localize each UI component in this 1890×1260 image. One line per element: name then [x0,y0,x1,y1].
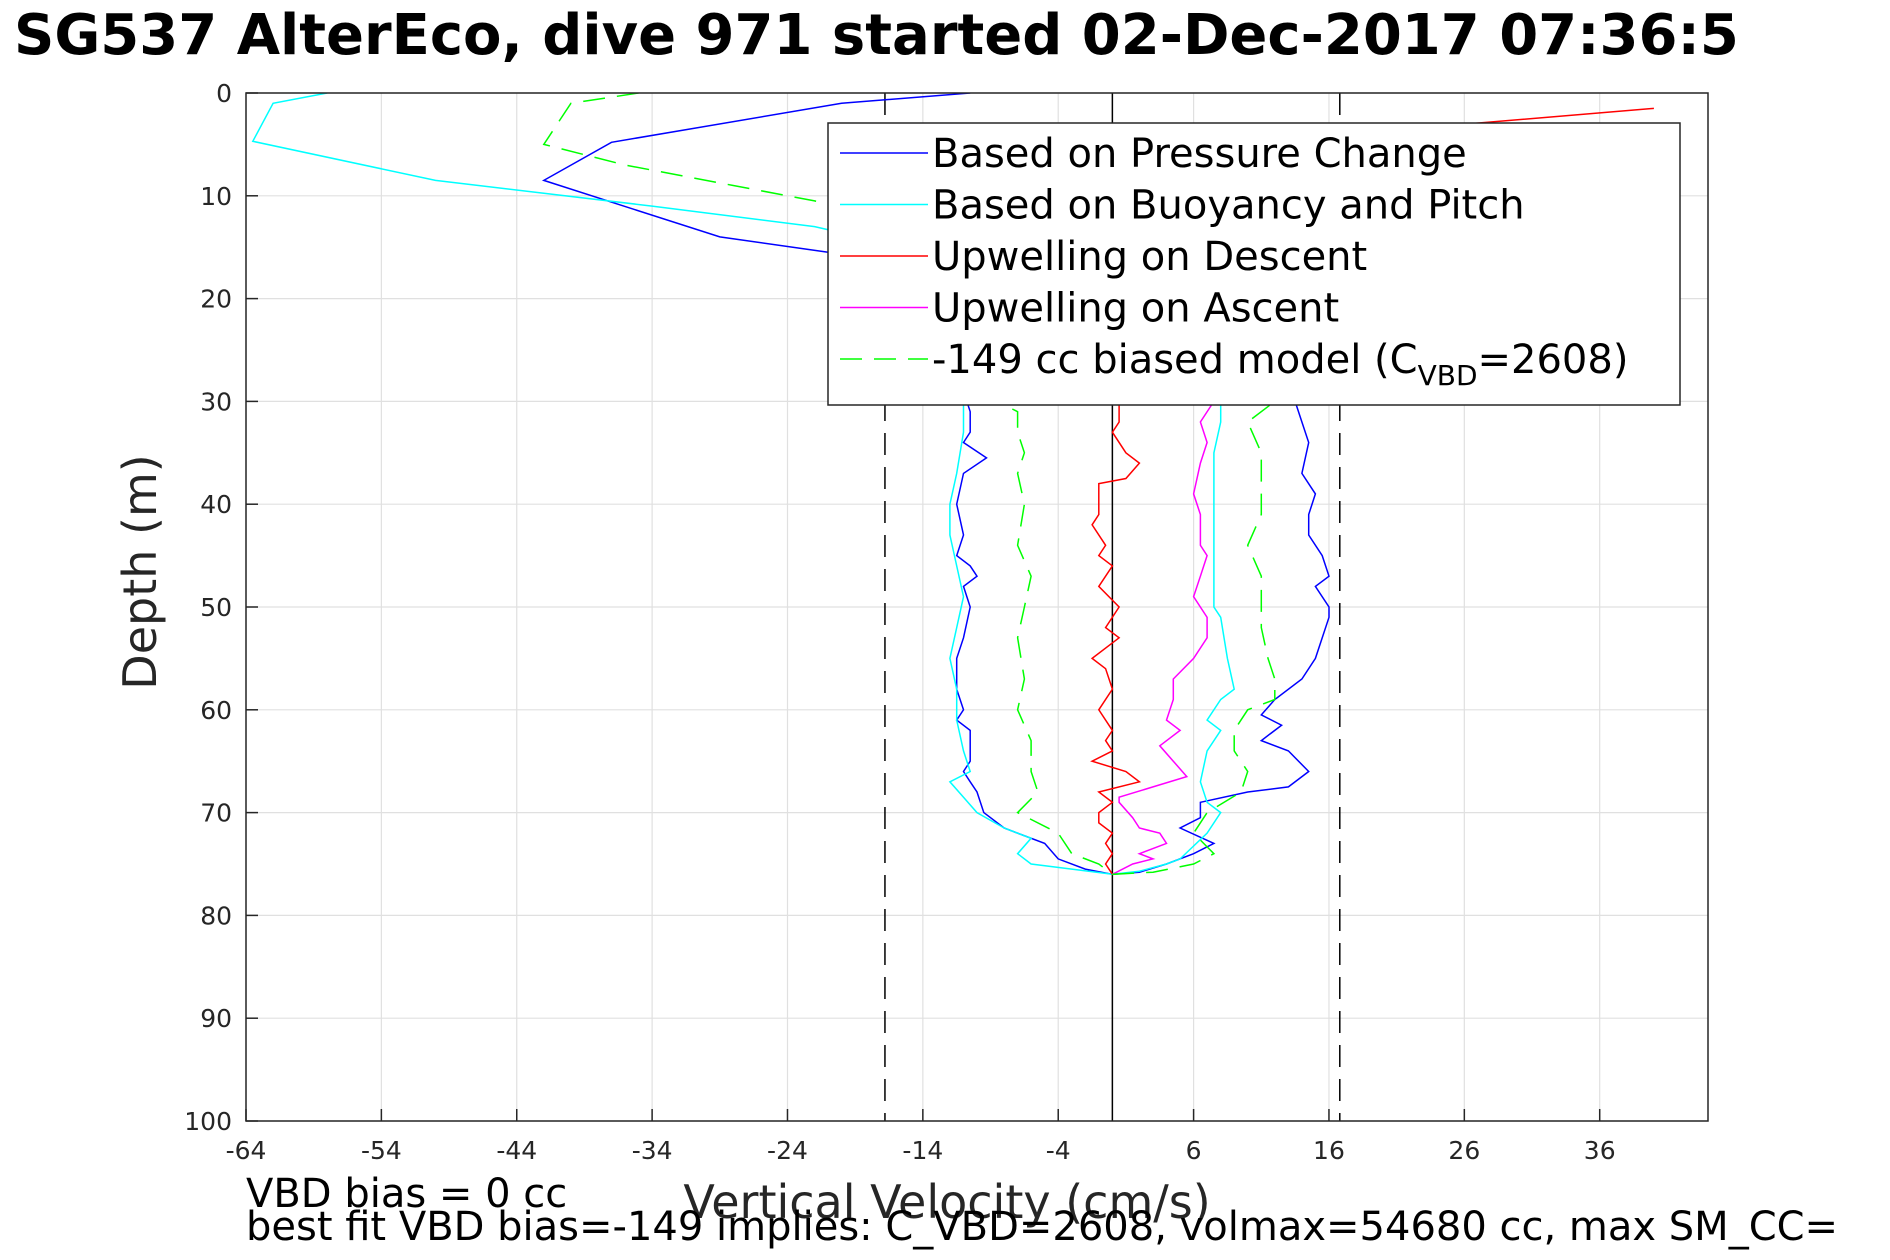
y-tick-label: 20 [200,285,232,314]
y-axis-label: Depth (m) [113,454,167,689]
x-tick-label: -64 [226,1136,267,1165]
x-tick-label: 6 [1186,1136,1202,1165]
x-tick-label: -44 [496,1136,537,1165]
legend-label: Based on Pressure Change [932,131,1467,177]
legend-label: Based on Buoyancy and Pitch [932,183,1525,229]
y-tick-label: 40 [200,490,232,519]
series-line-1 [251,93,1236,876]
x-tick-label: -4 [1046,1136,1071,1165]
x-tick-label: 36 [1584,1136,1616,1165]
x-tick-label: 26 [1448,1136,1480,1165]
vbd-bias-note: VBD bias = 0 cc [246,1171,568,1217]
y-tick-label: 100 [184,1107,232,1136]
y-tick-label: 50 [200,593,232,622]
legend-label: Upwelling on Ascent [932,286,1339,332]
y-tick-label: 70 [200,799,232,828]
y-tick-label: 10 [200,182,232,211]
y-tick-label: 60 [200,696,232,725]
x-tick-label: -14 [902,1136,943,1165]
legend[interactable]: Based on Pressure Change Based on Buoyanc… [827,122,1681,406]
x-tick-label: -24 [767,1136,808,1165]
x-axis-label: Vertical Velocity (cm/s) [683,1175,1210,1229]
chart-title: SG537 AlterEco, dive 971 started 02-Dec-… [14,3,1739,68]
x-tick-label: 16 [1313,1136,1345,1165]
y-tick-label: 80 [200,901,232,930]
y-tick-label: 30 [200,387,232,416]
x-tick-label: -34 [632,1136,673,1165]
y-tick-label: 90 [200,1004,232,1033]
series-line-2 [1090,107,1654,875]
legend-label: Upwelling on Descent [932,234,1367,280]
series-line-3 [1112,400,1215,875]
y-tick-label: 0 [216,79,232,108]
best-fit-note: best fit VBD bias=-149 implies: C_VBD=26… [246,1204,1839,1250]
x-tick-label: -54 [361,1136,402,1165]
series-line-0 [541,93,1330,876]
legend-box [827,122,1681,406]
legend-label: -149 cc biased model (CVBD=2608) [932,337,1628,392]
ticks: -64 -54 -44 -34 -24 -14 -4 6 16 26 36 0 10 20 30 40 50 60… [184,79,1615,1165]
